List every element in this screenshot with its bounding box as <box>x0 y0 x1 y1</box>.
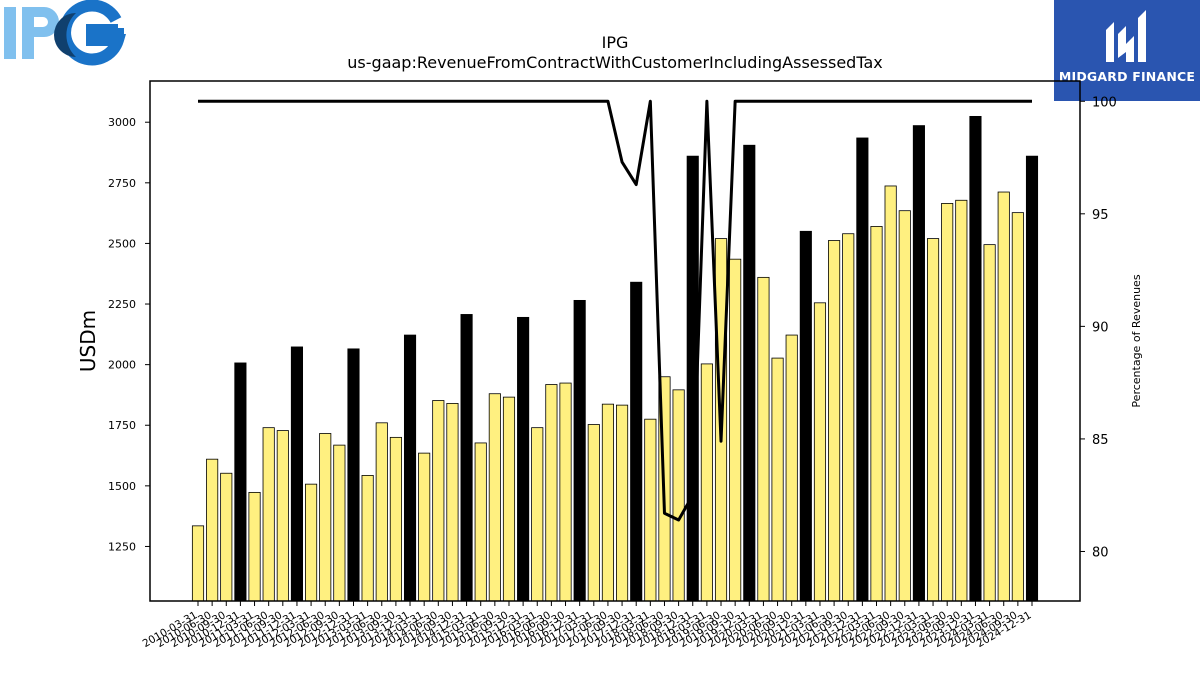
bar-2024-12-31 <box>1025 155 1039 602</box>
y2-tick-label: 90 <box>1092 320 1109 335</box>
bar-2015-06-30 <box>488 393 501 602</box>
bar-2020-09-30 <box>785 334 798 602</box>
bar-2019-03-31 <box>700 363 713 602</box>
bar-2011-06-30 <box>262 427 275 602</box>
y-tick-label: 2250 <box>108 298 136 311</box>
bar-2013-06-30 <box>375 422 388 602</box>
percentage-line <box>198 99 1032 522</box>
bar-2024-09-30 <box>1011 212 1024 602</box>
bar-2021-09-30 <box>842 233 855 602</box>
midgard-finance-wordmark: MIDGARD FINANCE <box>1058 69 1196 84</box>
bar-2011-03-31 <box>248 491 261 602</box>
plot-frame <box>149 80 1081 602</box>
midgard-finance-logo: MIDGARD FINANCE <box>1054 0 1200 101</box>
bar-2013-09-30 <box>389 436 402 602</box>
bar-2014-12-31 <box>460 314 473 602</box>
bar-2022-12-31 <box>912 125 925 602</box>
y-tick-label: 2750 <box>108 177 136 190</box>
y2-tick-label: 95 <box>1092 208 1109 223</box>
bar-2024-06-30 <box>997 191 1010 602</box>
bar-2023-03-31 <box>926 238 940 602</box>
y2-tick-label: 100 <box>1092 95 1117 110</box>
bar-2017-12-31 <box>630 281 643 602</box>
bar-2010-12-31 <box>234 362 247 602</box>
bar-2020-12-31 <box>799 230 812 602</box>
y-tick-label: 1250 <box>108 540 136 553</box>
bar-2013-03-31 <box>361 475 374 602</box>
bar-2017-09-30 <box>616 404 629 602</box>
y-tick-label: 1500 <box>108 480 136 493</box>
bar-2023-06-30 <box>941 203 954 602</box>
bar-2022-06-30 <box>884 185 897 602</box>
ipg-logo <box>4 0 127 66</box>
bar-2019-12-31 <box>743 144 756 602</box>
bar-2010-03-31 <box>191 525 205 602</box>
bar-2024-03-31 <box>983 244 996 602</box>
chart-title: IPG <box>602 33 629 52</box>
midgard-mark-icon <box>1106 10 1146 62</box>
bar-2018-03-31 <box>644 418 657 602</box>
bar-2022-09-30 <box>898 210 911 602</box>
bar-2013-12-31 <box>403 334 417 602</box>
bar-2014-06-30 <box>432 400 445 602</box>
y-tick-label: 2000 <box>108 359 136 372</box>
y-tick-label: 2500 <box>108 237 136 250</box>
bar-2012-03-31 <box>305 483 318 602</box>
bar-2011-12-31 <box>290 346 304 602</box>
bar-2023-09-30 <box>955 199 968 602</box>
y2-tick-label: 80 <box>1092 545 1109 560</box>
bar-2019-09-30 <box>729 258 742 602</box>
bar-2016-06-30 <box>545 384 558 602</box>
bar-2016-12-31 <box>573 299 586 602</box>
bar-2017-06-30 <box>601 403 614 602</box>
bar-2012-12-31 <box>347 348 360 602</box>
bar-2012-06-30 <box>319 433 332 602</box>
y-tick-label: 1750 <box>108 419 136 432</box>
bar-2022-03-31 <box>870 226 883 602</box>
bar-2020-06-30 <box>771 357 784 602</box>
bar-2016-09-30 <box>559 382 572 602</box>
y2-tick-label: 85 <box>1092 433 1109 448</box>
bar-2021-06-30 <box>828 240 841 602</box>
bar-2014-03-31 <box>418 452 431 602</box>
bar-2018-09-30 <box>672 389 685 602</box>
bar-2023-12-31 <box>969 115 982 602</box>
bar-2011-09-30 <box>276 430 289 602</box>
y-tick-label: 3000 <box>108 116 136 129</box>
bar-2010-06-30 <box>206 458 219 602</box>
bar-2015-09-30 <box>502 396 516 602</box>
bar-2021-03-31 <box>813 302 827 602</box>
bar-2015-12-31 <box>517 316 530 602</box>
bar-2012-09-30 <box>333 444 346 602</box>
bar-2021-12-31 <box>856 137 869 602</box>
bar-2020-03-31 <box>757 276 770 602</box>
bar-2010-09-30 <box>220 472 233 602</box>
y-axis-label: USDm <box>76 310 100 372</box>
bar-2015-03-31 <box>474 442 487 602</box>
y2-axis-label: Percentage of Revenues <box>1130 274 1143 407</box>
bar-2014-09-30 <box>446 403 459 602</box>
bar-2016-03-31 <box>531 427 544 602</box>
bar-2017-03-31 <box>587 424 600 602</box>
chart-subtitle: us-gaap:RevenueFromContractWithCustomerI… <box>347 53 882 72</box>
